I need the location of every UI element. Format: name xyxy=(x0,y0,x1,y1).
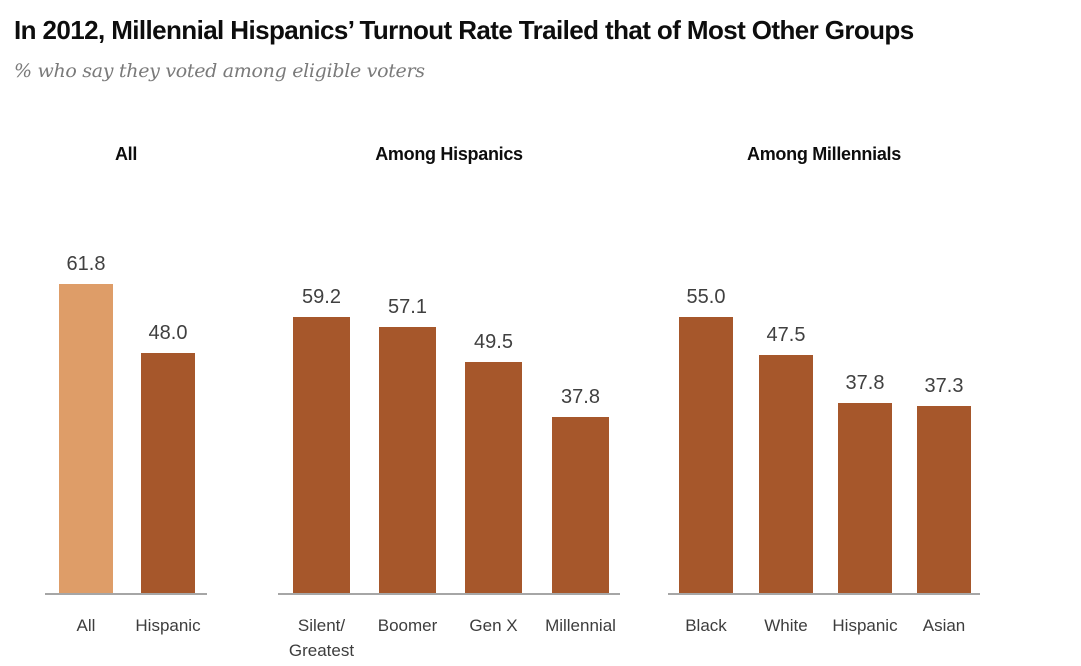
group-header-among-hispanics: Among Hispanics xyxy=(375,144,523,164)
value-label-white: 47.5 xyxy=(766,324,806,346)
x-axis-line xyxy=(668,593,980,595)
x-axis-label-gen-x: Gen X xyxy=(469,616,518,635)
x-axis-line xyxy=(278,593,620,595)
bar-asian xyxy=(917,406,971,593)
value-label-all: 61.8 xyxy=(66,253,106,275)
x-axis-label-millennial: Millennial xyxy=(545,616,616,635)
group-header-among-millennials: Among Millennials xyxy=(747,144,901,164)
bar-millennial xyxy=(552,417,609,593)
value-label-boomer: 57.1 xyxy=(388,296,427,318)
value-label-asian: 37.3 xyxy=(924,375,964,397)
chart-title: In 2012, Millennial Hispanics’ Turnout R… xyxy=(14,15,914,45)
plot-area: All 61.8 All 48.0 Hispanic Among Hispanics … xyxy=(0,120,1081,666)
value-label-gen-x: 49.5 xyxy=(474,331,513,353)
x-axis-label-hispanic: Hispanic xyxy=(135,616,201,635)
x-axis-line xyxy=(45,593,207,595)
panel-among-millennials: Among Millennials 55.0 Black 47.5 White 37.8… xyxy=(668,120,980,666)
chart-subtitle: % who say they voted among eligible vote… xyxy=(14,59,425,82)
value-label-hispanic: 48.0 xyxy=(148,322,188,344)
x-axis-label-all: All xyxy=(76,616,96,635)
x-axis-label-asian: Asian xyxy=(922,616,966,635)
value-label-silent-greatest: 59.2 xyxy=(302,286,341,308)
x-axis-label-silent-greatest: Silent/ Greatest xyxy=(288,616,355,660)
bar-all xyxy=(59,284,113,593)
value-label-millennial: 37.8 xyxy=(561,386,600,408)
bar-hispanic xyxy=(141,353,195,593)
bar-hispanic xyxy=(838,403,892,593)
panel-all: All 61.8 All 48.0 Hispanic xyxy=(45,120,207,666)
x-axis-label-boomer: Boomer xyxy=(377,616,438,635)
bar-white xyxy=(759,355,813,593)
value-label-black: 55.0 xyxy=(686,286,726,308)
x-axis-label-white: White xyxy=(764,616,808,635)
title-block: In 2012, Millennial Hispanics’ Turnout R… xyxy=(14,15,1064,82)
bar-silent-greatest xyxy=(293,317,350,593)
value-label-hispanic: 37.8 xyxy=(845,372,885,394)
bar-gen-x xyxy=(465,362,522,593)
x-axis-label-black: Black xyxy=(685,616,727,635)
x-axis-label-hispanic: Hispanic xyxy=(832,616,898,635)
bar-boomer xyxy=(379,327,436,593)
panel-among-hispanics: Among Hispanics 59.2 Silent/ Greatest 57.1… xyxy=(278,120,620,666)
bar-black xyxy=(679,317,733,593)
group-header-all: All xyxy=(114,144,138,164)
